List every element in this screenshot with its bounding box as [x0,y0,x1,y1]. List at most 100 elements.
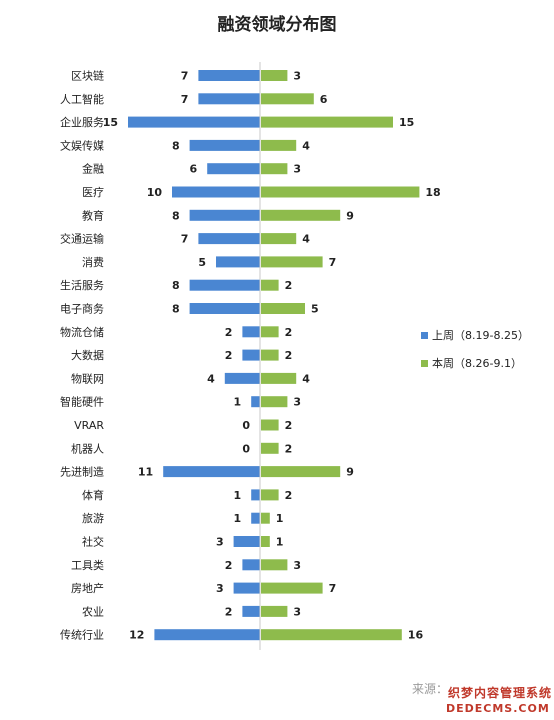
value-label-last-week: 3 [216,582,224,595]
value-label-last-week: 8 [172,303,180,316]
value-label-last-week: 4 [207,372,215,385]
category-label: 电子商务 [60,302,104,316]
bar-last-week [189,279,260,291]
value-label-this-week: 3 [293,396,301,409]
category-label: 生活服务 [60,278,104,292]
source-label: 来源： [412,682,449,696]
category-label: 旅游 [82,511,104,525]
bar-this-week [261,139,297,151]
value-label-this-week: 9 [346,466,354,479]
bar-this-week [261,163,288,175]
value-label-last-week: 7 [181,70,189,83]
value-label-last-week: 8 [172,209,180,222]
category-label: 区块链 [71,69,104,83]
value-label-this-week: 5 [311,303,319,316]
legend: 上周（8.19-8.25） 本周（8.26-9.1） [421,329,529,370]
value-label-last-week: 6 [190,163,198,176]
bar-last-week [233,536,260,547]
value-label-last-week: 2 [225,326,233,339]
bar-this-week [261,396,288,408]
value-label-this-week: 3 [293,605,301,618]
bar-last-week [189,209,260,221]
value-label-last-week: 2 [225,349,233,362]
value-label-last-week: 0 [242,419,250,432]
category-label: 智能硬件 [60,395,104,409]
bar-this-week [261,582,323,594]
bar-this-week [261,326,279,338]
category-label: 消费 [82,255,104,269]
bar-last-week [189,139,260,151]
bar-last-week [242,559,260,571]
watermark-line2: DEDECMS.COM [446,702,550,715]
value-label-this-week: 2 [285,442,293,455]
category-label: 人工智能 [60,92,104,106]
bar-last-week [198,70,260,81]
bar-this-week [261,209,341,221]
category-label: 企业服务 [60,115,104,129]
bar-last-week [242,605,260,617]
bar-this-week [261,303,305,314]
bar-last-week [242,326,260,338]
bar-this-week [261,605,288,617]
bar-last-week [154,629,260,641]
value-label-this-week: 1 [276,512,284,525]
bar-this-week [261,512,270,524]
value-label-last-week: 11 [138,466,153,479]
category-label: 社交 [82,535,104,549]
value-label-this-week: 2 [285,419,293,432]
value-label-last-week: 15 [103,116,118,129]
bar-this-week [261,466,341,478]
value-label-this-week: 15 [399,116,414,129]
value-label-last-week: 1 [234,396,242,409]
bar-last-week [251,489,260,501]
category-label: 医疗 [82,185,104,199]
value-label-this-week: 4 [302,372,310,385]
value-label-last-week: 8 [172,279,180,292]
value-label-this-week: 2 [285,326,293,339]
value-label-last-week: 12 [129,629,144,642]
value-label-last-week: 1 [234,489,242,502]
category-label: 房地产 [71,581,104,595]
category-label: 农业 [82,604,104,618]
value-label-last-week: 2 [225,559,233,572]
value-label-this-week: 7 [329,256,337,269]
value-label-this-week: 2 [285,349,293,362]
category-label: 工具类 [71,558,104,572]
legend-swatch [421,360,428,367]
bar-this-week [261,116,393,128]
bar-this-week [261,279,279,291]
category-label: 金融 [82,162,104,176]
bar-last-week [242,349,260,361]
bar-this-week [261,536,270,547]
value-label-last-week: 10 [147,186,163,199]
value-label-last-week: 2 [225,605,233,618]
bar-this-week [261,93,314,105]
bar-this-week [261,349,279,361]
category-label: 机器人 [71,441,104,455]
bar-last-week [189,303,260,314]
category-label: 物联网 [71,371,104,385]
value-label-this-week: 18 [425,186,440,199]
value-label-this-week: 6 [320,93,328,106]
bar-last-week [128,116,260,128]
bar-this-week [261,70,288,81]
bar-this-week [261,186,420,198]
bar-last-week [163,466,260,478]
value-label-last-week: 7 [181,233,189,246]
bar-last-week [224,372,260,384]
value-label-last-week: 0 [242,442,250,455]
bar-last-week [198,233,260,245]
category-label: 大数据 [71,348,104,362]
value-label-this-week: 7 [329,582,337,595]
value-label-last-week: 5 [198,256,206,269]
value-label-this-week: 4 [302,233,310,246]
bar-this-week [261,489,279,501]
value-label-last-week: 8 [172,139,180,152]
value-label-this-week: 4 [302,139,310,152]
bar-last-week [198,93,260,105]
value-label-this-week: 2 [285,279,293,292]
bar-this-week [261,372,297,384]
